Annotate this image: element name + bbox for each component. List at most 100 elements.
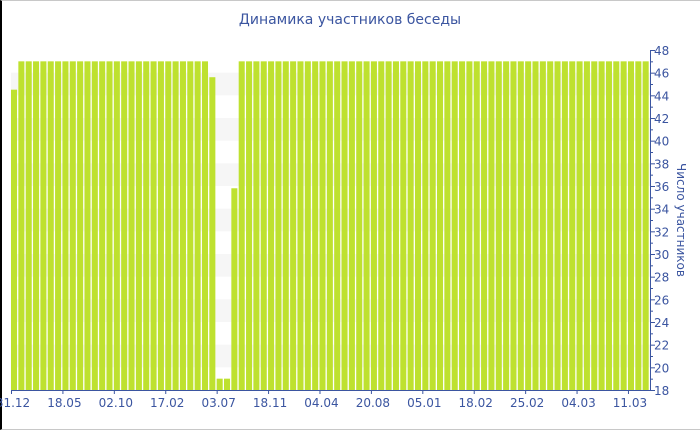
x-tick-label: 05.01 <box>407 396 441 410</box>
bar <box>326 61 333 390</box>
bar <box>40 61 47 390</box>
bar <box>290 61 297 390</box>
bar <box>77 61 84 390</box>
bar <box>466 61 473 390</box>
bar <box>165 61 172 390</box>
bar <box>231 188 238 390</box>
bar <box>157 61 164 390</box>
bar <box>517 61 524 390</box>
bar <box>143 61 150 390</box>
x-tick-label: 20.08 <box>356 396 390 410</box>
bar <box>91 61 98 390</box>
x-tick-label: 31.12 <box>0 396 30 410</box>
bar <box>11 89 18 391</box>
bar <box>33 61 40 390</box>
bar <box>62 61 69 390</box>
bar <box>451 61 458 390</box>
x-tick-label: 18.02 <box>459 396 493 410</box>
bar <box>495 61 502 390</box>
bar <box>525 61 532 390</box>
bar <box>47 61 54 390</box>
bar <box>260 61 267 390</box>
bar <box>179 61 186 390</box>
bar <box>341 61 348 390</box>
bar <box>459 61 466 390</box>
bar <box>488 61 495 390</box>
x-tick-label: 17.02 <box>150 396 184 410</box>
x-tick-label: 18.11 <box>253 396 287 410</box>
bar <box>55 61 62 390</box>
x-tick-label: 04.04 <box>304 396 338 410</box>
x-tick-label: 02.10 <box>99 396 133 410</box>
bar <box>378 61 385 390</box>
bar <box>473 61 480 390</box>
y-tick-label: 26 <box>654 293 669 307</box>
bar <box>194 61 201 390</box>
bar <box>481 61 488 390</box>
bar <box>128 61 135 390</box>
y-tick-label: 46 <box>654 67 669 81</box>
bar <box>312 61 319 390</box>
y-tick-label: 24 <box>654 316 669 330</box>
chart-title: Динамика участников беседы <box>238 12 462 28</box>
bar <box>392 61 399 390</box>
bar <box>224 378 231 390</box>
bar <box>348 61 355 390</box>
bar <box>510 61 517 390</box>
bar <box>113 61 120 390</box>
bar <box>444 61 451 390</box>
bar <box>642 61 649 390</box>
bar <box>363 61 370 390</box>
y-tick-label: 34 <box>654 203 669 217</box>
bar <box>150 61 157 390</box>
bar <box>319 61 326 390</box>
bar <box>135 61 142 390</box>
y-tick-label: 40 <box>654 135 669 149</box>
y-tick-label: 20 <box>654 361 669 375</box>
bar <box>282 61 289 390</box>
bar <box>209 77 216 390</box>
y-tick-label: 42 <box>654 112 669 126</box>
bar <box>25 61 32 390</box>
x-tick-label: 03.07 <box>201 396 235 410</box>
y-tick-label: 44 <box>654 89 669 103</box>
bar <box>238 61 245 390</box>
bar <box>268 61 275 390</box>
bar <box>18 61 25 390</box>
bar <box>591 61 598 390</box>
bar <box>400 61 407 390</box>
bar <box>422 61 429 390</box>
bar <box>99 61 106 390</box>
x-tick-label: 11.03 <box>613 396 647 410</box>
bar <box>304 61 311 390</box>
bar <box>635 61 642 390</box>
bar <box>561 61 568 390</box>
bar <box>539 61 546 390</box>
bar <box>69 61 76 390</box>
bar <box>605 61 612 390</box>
bar <box>407 61 414 390</box>
bar <box>620 61 627 390</box>
bar <box>216 378 223 390</box>
bar <box>437 61 444 390</box>
bar <box>598 61 605 390</box>
x-tick-label: 25.02 <box>510 396 544 410</box>
bar <box>121 61 128 390</box>
bar <box>84 61 91 390</box>
bar <box>583 61 590 390</box>
x-tick-label: 04.03 <box>561 396 595 410</box>
bar <box>246 61 253 390</box>
y-tick-label: 32 <box>654 225 669 239</box>
bar <box>370 61 377 390</box>
bar <box>532 61 539 390</box>
bar <box>356 61 363 390</box>
x-tick-label: 18.05 <box>47 396 81 410</box>
y-tick-label: 28 <box>654 271 669 285</box>
bar <box>201 61 209 390</box>
bar <box>106 61 113 390</box>
bar <box>576 61 583 390</box>
y-tick-label: 36 <box>654 180 669 194</box>
bar <box>414 61 422 390</box>
